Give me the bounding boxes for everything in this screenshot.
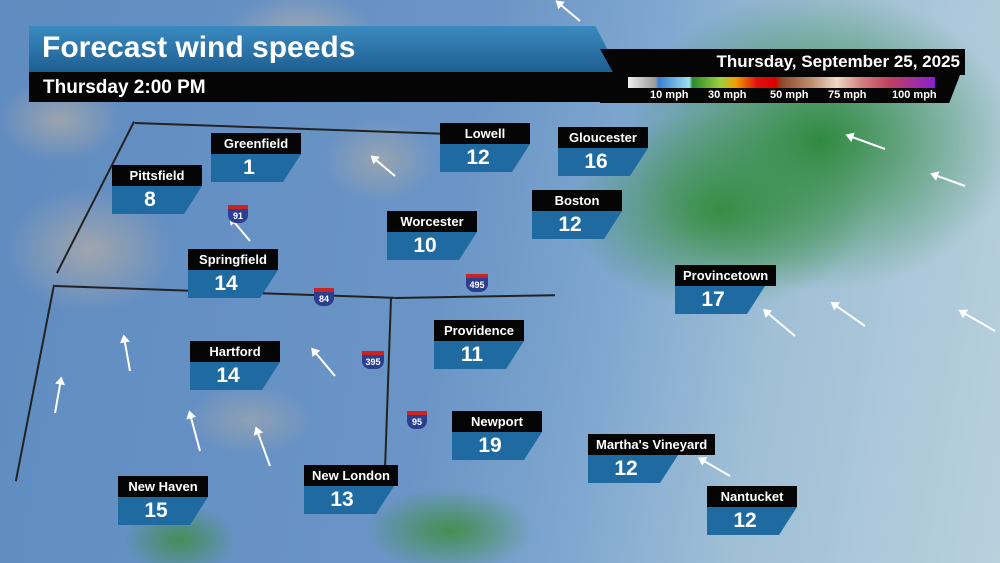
wind-speed-value: 11 — [434, 341, 524, 369]
state-border — [395, 294, 556, 299]
wind-arrow — [847, 134, 886, 150]
city-name: New London — [304, 465, 398, 486]
city-name: New Haven — [118, 476, 208, 497]
city-label-nantucket: Nantucket 12 — [707, 486, 817, 535]
wind-speed-value: 15 — [118, 497, 208, 525]
wind-arrow — [371, 155, 396, 177]
interstate-495-shield: 495 — [466, 274, 488, 292]
wind-arrow — [931, 173, 966, 187]
city-name: Springfield — [188, 249, 278, 270]
city-label-providence: Providence 11 — [434, 320, 544, 369]
wind-arrow — [959, 310, 996, 332]
legend-label: 50 mph — [770, 89, 809, 101]
date-banner — [600, 49, 965, 75]
wind-speed-value: 12 — [532, 211, 622, 239]
legend-label: 30 mph — [708, 89, 747, 101]
forecast-date: Thursday, September 25, 2025 — [716, 52, 960, 71]
city-name: Pittsfield — [112, 165, 202, 186]
interstate-84-shield: 84 — [314, 288, 334, 306]
interstate-395-shield: 395 — [362, 351, 384, 369]
wind-speed-value: 12 — [440, 144, 530, 172]
state-border — [384, 297, 392, 468]
city-label-springfield: Springfield 14 — [188, 249, 298, 298]
city-name: Hartford — [190, 341, 280, 362]
city-name: Nantucket — [707, 486, 797, 507]
time-banner — [29, 72, 639, 102]
wind-speed-value: 13 — [304, 486, 394, 514]
title-banner — [29, 26, 619, 72]
legend-label: 75 mph — [828, 89, 867, 101]
city-label-new-london: New London 13 — [304, 465, 414, 514]
city-name: Lowell — [440, 123, 530, 144]
wind-arrow — [255, 428, 271, 467]
city-name: Provincetown — [675, 265, 777, 286]
state-border — [15, 284, 55, 482]
wind-arrow — [54, 378, 63, 414]
wind-speed-value: 1 — [211, 154, 301, 182]
city-label-provincetown: Provincetown 17 — [675, 265, 785, 314]
wind-speed-value: 17 — [675, 286, 765, 314]
city-name: Martha's Vineyard — [588, 434, 716, 455]
city-name: Newport — [452, 411, 542, 432]
city-name: Worcester — [387, 211, 477, 232]
wind-color-scale — [628, 77, 935, 88]
page-title: Forecast wind speeds — [42, 31, 356, 64]
wind-speed-value: 12 — [588, 455, 678, 483]
city-name: Greenfield — [211, 133, 301, 154]
interstate-91-shield: 91 — [228, 205, 248, 223]
wind-speed-value: 8 — [112, 186, 202, 214]
wind-arrow — [556, 0, 581, 22]
wind-arrow — [188, 412, 201, 452]
wind-arrow — [311, 348, 336, 377]
wind-arrow — [831, 302, 866, 327]
wind-speed-value: 16 — [558, 148, 648, 176]
city-label-gloucester: Gloucester 16 — [558, 127, 668, 176]
legend-label: 100 mph — [892, 89, 937, 101]
wind-speed-value: 19 — [452, 432, 542, 460]
wind-speed-value: 14 — [190, 362, 280, 390]
city-label-newport: Newport 19 — [452, 411, 562, 460]
wind-speed-value: 10 — [387, 232, 477, 260]
city-label-worcester: Worcester 10 — [387, 211, 497, 260]
city-name: Providence — [434, 320, 524, 341]
wind-speed-value: 14 — [188, 270, 278, 298]
city-label-new-haven: New Haven 15 — [118, 476, 228, 525]
city-name: Boston — [532, 190, 622, 211]
forecast-time: Thursday 2:00 PM — [43, 77, 206, 98]
city-label-hartford: Hartford 14 — [190, 341, 300, 390]
city-label-pittsfield: Pittsfield 8 — [112, 165, 222, 214]
city-name: Gloucester — [558, 127, 648, 148]
interstate-95-shield: 95 — [407, 411, 427, 429]
city-label-boston: Boston 12 — [532, 190, 642, 239]
city-label-marthas-vineyard: Martha's Vineyard 12 — [588, 434, 718, 483]
city-label-greenfield: Greenfield 1 — [211, 133, 321, 182]
wind-arrow — [122, 336, 131, 372]
city-label-lowell: Lowell 12 — [440, 123, 550, 172]
wind-speed-value: 12 — [707, 507, 797, 535]
legend-label: 10 mph — [650, 89, 689, 101]
